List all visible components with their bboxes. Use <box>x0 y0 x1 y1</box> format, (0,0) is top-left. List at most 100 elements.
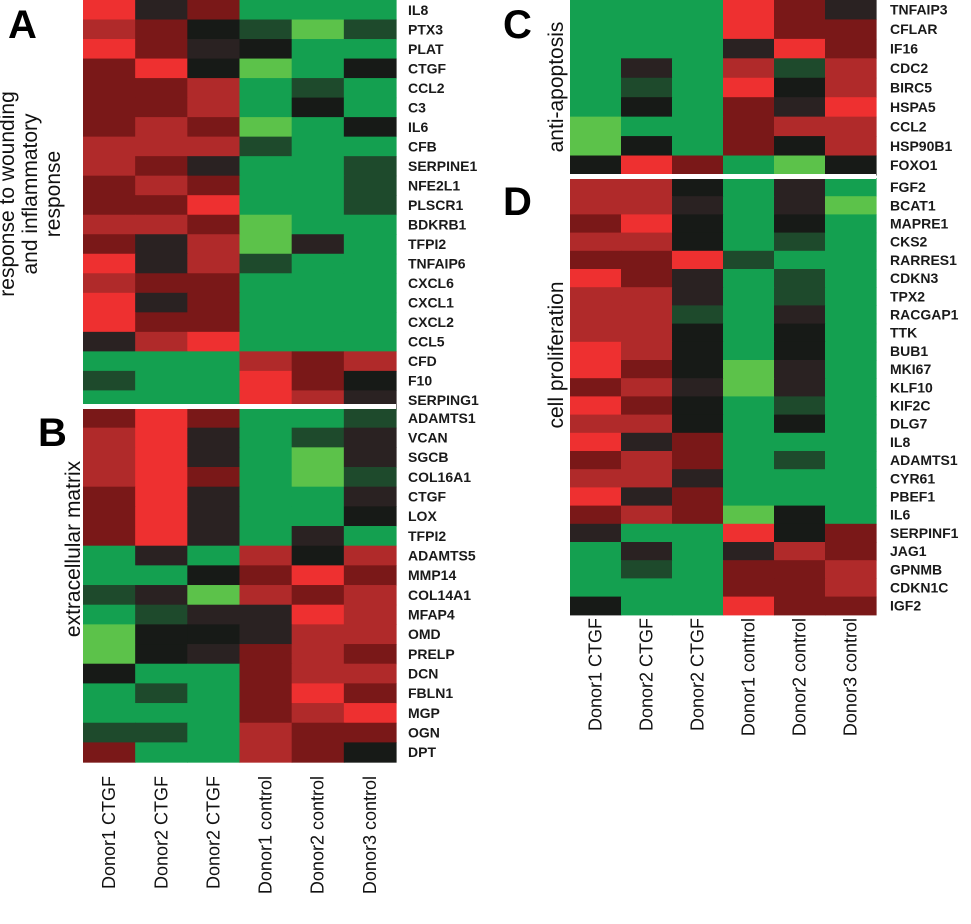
gene-label: OGN <box>408 725 440 741</box>
heatmap-cell <box>774 232 826 252</box>
heatmap-cell <box>239 447 293 468</box>
heatmap-cell <box>291 545 345 566</box>
heatmap-cell <box>672 136 724 157</box>
heatmap-cell <box>291 427 345 448</box>
heatmap-cell <box>672 523 724 543</box>
heatmap-cell <box>187 136 241 157</box>
heatmap-cell <box>83 0 136 21</box>
column-label: Donor3 control <box>360 776 380 894</box>
panel-title-line: and inflammatory <box>19 113 42 275</box>
gene-label: DPT <box>408 744 436 760</box>
heatmap-cell <box>825 58 877 79</box>
heatmap-cell <box>825 287 877 306</box>
gene-label: NFE2L1 <box>408 177 460 193</box>
heatmap-cell <box>570 360 622 379</box>
heatmap-cell <box>83 703 136 724</box>
gene-label: TTK <box>890 325 917 341</box>
heatmap-cell <box>570 97 622 118</box>
heatmap-cell <box>570 196 622 215</box>
heatmap-cell <box>187 292 241 313</box>
heatmap-cell <box>343 156 397 177</box>
heatmap-cell <box>239 292 293 313</box>
column-label: Donor2 control <box>790 618 810 736</box>
heatmap-cell <box>83 234 136 255</box>
heatmap-cell <box>672 19 724 40</box>
heatmap-cell <box>83 644 136 665</box>
column-label: Donor2 CTGF <box>151 776 171 889</box>
heatmap-cell <box>723 396 775 416</box>
heatmap-cell <box>570 487 622 507</box>
heatmap-cell <box>621 469 673 488</box>
heatmap-cell <box>723 250 775 270</box>
heatmap-cell <box>187 234 241 255</box>
heatmap-cell <box>187 253 241 274</box>
gene-label: IL6 <box>890 507 910 523</box>
heatmap-cell <box>570 469 622 488</box>
heatmap-cell <box>825 341 877 361</box>
heatmap-cell <box>774 505 826 525</box>
column-label: Donor2 CTGF <box>637 618 657 731</box>
heatmap-cell <box>774 360 826 379</box>
heatmap-cell <box>135 604 188 625</box>
heatmap-cell <box>723 414 775 434</box>
heatmap-cell <box>187 427 241 448</box>
panel-title: anti-apoptosis <box>545 22 568 153</box>
heatmap-cell <box>135 683 188 704</box>
heatmap-cell <box>135 312 188 333</box>
gene-label: MFAP4 <box>408 607 455 623</box>
heatmap-cell <box>774 451 826 470</box>
heatmap-cell <box>135 467 188 488</box>
heatmap-cell <box>135 447 188 468</box>
heatmap-cell <box>83 486 136 507</box>
heatmap-cell <box>825 378 877 397</box>
heatmap-cell <box>291 175 345 196</box>
heatmap-cell <box>672 414 724 434</box>
heatmap-cell <box>825 414 877 434</box>
gene-label: CDKN1C <box>890 580 948 596</box>
panel-title-line: cell proliferation <box>545 281 568 428</box>
heatmap-cell <box>343 195 397 216</box>
heatmap-cell <box>723 487 775 507</box>
gene-label: SERPING1 <box>408 392 479 408</box>
heatmap-cell <box>723 505 775 525</box>
heatmap-cell <box>723 451 775 470</box>
heatmap-cell <box>187 703 241 724</box>
heatmap-cell <box>291 136 345 157</box>
panel-title-line: response to wounding <box>0 91 19 296</box>
heatmap-cell <box>825 578 877 598</box>
heatmap-cell <box>774 560 826 579</box>
heatmap-cell <box>723 214 775 234</box>
heatmap-cell <box>570 116 622 137</box>
heatmap-cell <box>825 542 877 561</box>
heatmap-cell <box>723 360 775 379</box>
heatmap-cell <box>83 58 136 79</box>
heatmap-cell <box>825 178 877 197</box>
gene-label: HSP90B1 <box>890 138 952 154</box>
heatmap-cell <box>621 287 673 306</box>
gene-label: FBLN1 <box>408 685 453 701</box>
heatmap-cell <box>291 683 345 704</box>
heatmap-cell <box>672 116 724 137</box>
heatmap-cell <box>672 97 724 118</box>
heatmap-cell <box>135 234 188 255</box>
heatmap-cell <box>672 360 724 379</box>
heatmap-cell <box>621 542 673 561</box>
heatmap-cell <box>343 331 397 352</box>
heatmap-cell <box>774 116 826 137</box>
heatmap-cell <box>239 351 293 372</box>
heatmap-cell <box>621 250 673 270</box>
heatmap-cell <box>825 116 877 137</box>
heatmap-cell <box>570 136 622 157</box>
heatmap-cell <box>291 408 345 429</box>
heatmap-cell <box>135 722 188 743</box>
gene-label: MGP <box>408 705 440 721</box>
heatmap-cell <box>672 38 724 59</box>
column-label: Donor2 control <box>308 776 328 894</box>
column-label: Donor1 CTGF <box>586 618 606 731</box>
heatmap-cell <box>723 469 775 488</box>
heatmap-cell <box>291 624 345 645</box>
heatmap-cell <box>239 175 293 196</box>
heatmap-cell <box>672 378 724 397</box>
heatmap-cell <box>239 331 293 352</box>
